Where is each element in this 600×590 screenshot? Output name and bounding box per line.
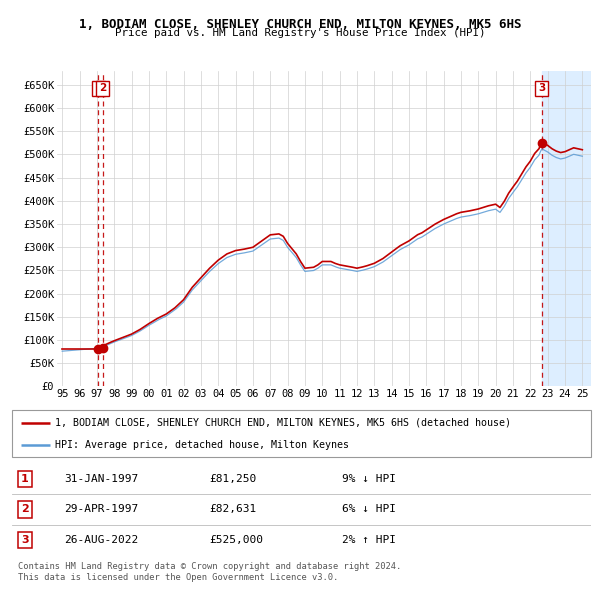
Text: 2: 2 — [21, 504, 29, 514]
Text: 2: 2 — [99, 83, 106, 93]
Text: 29-APR-1997: 29-APR-1997 — [64, 504, 139, 514]
Text: 26-AUG-2022: 26-AUG-2022 — [64, 535, 139, 545]
Text: £82,631: £82,631 — [209, 504, 256, 514]
Text: This data is licensed under the Open Government Licence v3.0.: This data is licensed under the Open Gov… — [18, 573, 338, 582]
Text: Price paid vs. HM Land Registry's House Price Index (HPI): Price paid vs. HM Land Registry's House … — [115, 28, 485, 38]
Text: £525,000: £525,000 — [209, 535, 263, 545]
Text: 9% ↓ HPI: 9% ↓ HPI — [342, 474, 396, 484]
Text: 31-JAN-1997: 31-JAN-1997 — [64, 474, 139, 484]
Text: Contains HM Land Registry data © Crown copyright and database right 2024.: Contains HM Land Registry data © Crown c… — [18, 562, 401, 571]
Text: 2% ↑ HPI: 2% ↑ HPI — [342, 535, 396, 545]
Text: 6% ↓ HPI: 6% ↓ HPI — [342, 504, 396, 514]
Text: 3: 3 — [538, 83, 545, 93]
Text: HPI: Average price, detached house, Milton Keynes: HPI: Average price, detached house, Milt… — [55, 440, 349, 450]
Text: 1: 1 — [21, 474, 29, 484]
Text: 3: 3 — [21, 535, 29, 545]
Bar — [542, 71, 591, 386]
FancyBboxPatch shape — [12, 410, 591, 457]
Text: 1: 1 — [95, 83, 102, 93]
Text: £81,250: £81,250 — [209, 474, 256, 484]
Text: 1, BODIAM CLOSE, SHENLEY CHURCH END, MILTON KEYNES, MK5 6HS (detached house): 1, BODIAM CLOSE, SHENLEY CHURCH END, MIL… — [55, 418, 511, 428]
Text: 1, BODIAM CLOSE, SHENLEY CHURCH END, MILTON KEYNES, MK5 6HS: 1, BODIAM CLOSE, SHENLEY CHURCH END, MIL… — [79, 18, 521, 31]
